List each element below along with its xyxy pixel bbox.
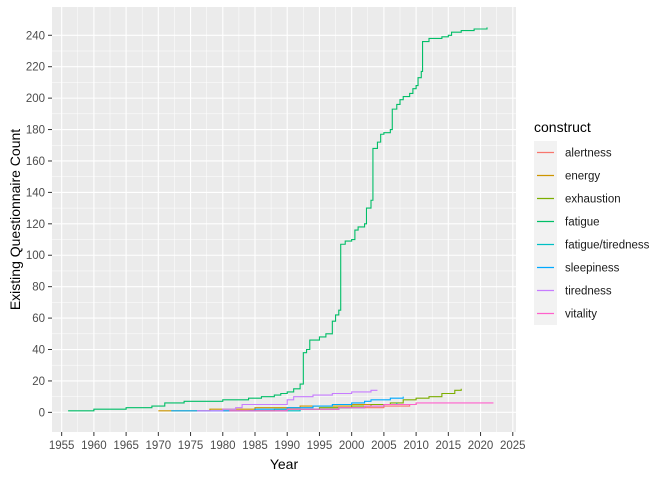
x-tick-label: 2010	[403, 440, 429, 452]
y-tick-label: 120	[26, 219, 45, 231]
x-tick-label: 1985	[242, 440, 268, 452]
x-tick-label: 2015	[436, 440, 462, 452]
series-line-fatigue	[68, 27, 488, 412]
legend-label: vitality	[565, 309, 597, 321]
y-axis-title: Existing Questionnaire Count	[7, 129, 23, 310]
y-tick-label: 220	[26, 62, 45, 74]
legend-label: tiredness	[565, 286, 612, 298]
major-grid	[52, 7, 516, 432]
y-tick-label: 100	[26, 250, 45, 262]
y-tick-label: 60	[32, 313, 45, 325]
y-tick-label: 80	[32, 282, 45, 294]
x-tick-labels: 1955 1960 1965 1970 1975 1980 1985 1990 1995 2000…	[49, 440, 526, 452]
legend-title: construct	[534, 119, 591, 135]
series-line-vitality	[229, 402, 494, 412]
x-tick-label: 2000	[339, 440, 365, 452]
x-tick-label: 1980	[210, 440, 236, 452]
legend-label: energy	[565, 171, 600, 183]
y-tick-label: 200	[26, 93, 45, 105]
series-line-tiredness	[197, 389, 378, 412]
panel-background	[52, 7, 516, 432]
x-tick-label: 2020	[468, 440, 494, 452]
y-tick-label: 140	[26, 187, 45, 199]
x-tick-label: 2025	[500, 440, 526, 452]
series-line-exhaustion	[229, 388, 462, 412]
minor-grid	[52, 7, 516, 432]
legend-label: alertness	[565, 148, 612, 160]
x-tick-label: 1960	[81, 440, 107, 452]
y-tick-label: 180	[26, 125, 45, 137]
legend-label: exhaustion	[565, 194, 621, 206]
y-tick-label: 20	[32, 376, 45, 388]
legend-label: sleepiness	[565, 263, 620, 275]
x-tick-label: 1990	[274, 440, 300, 452]
x-tick-label: 1970	[146, 440, 172, 452]
axis-ticks	[48, 34, 514, 436]
y-tick-label: 240	[26, 30, 45, 42]
x-tick-label: 1995	[307, 440, 333, 452]
legend-label: fatigue	[565, 217, 600, 229]
x-tick-label: 1955	[49, 440, 75, 452]
y-tick-label: 0	[39, 407, 45, 419]
series-lines	[68, 27, 494, 412]
legend: construct alertness energy exhaustion fatig…	[534, 119, 650, 325]
y-tick-label: 160	[26, 156, 45, 168]
x-tick-label: 1975	[178, 440, 204, 452]
x-tick-label: 1965	[113, 440, 139, 452]
x-tick-label: 2005	[371, 440, 397, 452]
legend-items: alertness energy exhaustion fatigue fatigue/…	[534, 141, 650, 325]
y-tick-label: 40	[32, 345, 45, 357]
y-tick-labels: 0 20 40 60 80 100 120 140 160 180 200 220 240	[26, 30, 45, 419]
x-axis-title: Year	[270, 456, 299, 472]
legend-label: fatigue/tiredness	[565, 240, 650, 252]
